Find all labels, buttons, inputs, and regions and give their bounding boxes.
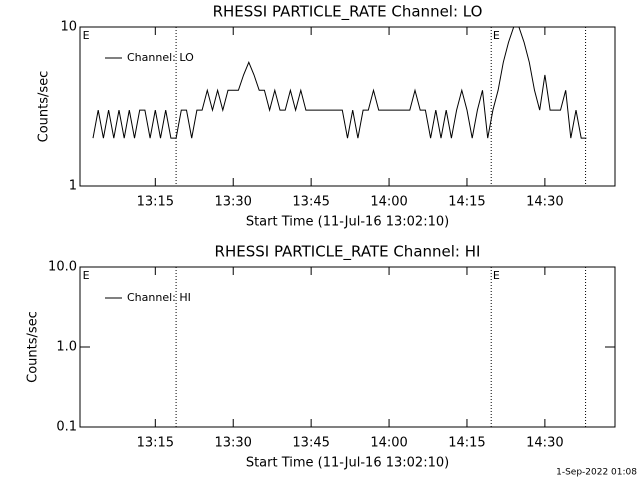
x-tick-label: 13:15 — [137, 195, 174, 210]
x-tick-label: 13:45 — [292, 195, 329, 210]
x-tick-label: 13:30 — [214, 195, 251, 210]
data-line — [92, 26, 587, 139]
x-tick-label: 14:15 — [448, 195, 485, 210]
x-axis-label: Start Time (11-Jul-16 13:02:10) — [246, 456, 449, 471]
x-tick-label: 14:00 — [370, 436, 407, 451]
annotation: E — [83, 269, 90, 282]
x-tick-label: 14:30 — [526, 195, 563, 210]
annotation: E — [493, 269, 500, 282]
x-tick-label: 14:15 — [448, 436, 485, 451]
annotation: E — [493, 29, 500, 42]
annotation: E — [83, 29, 90, 42]
x-tick-label: 13:15 — [137, 436, 174, 451]
x-tick-label: 14:00 — [370, 195, 407, 210]
x-tick-label: 13:30 — [214, 436, 251, 451]
x-tick-label: 14:30 — [526, 436, 563, 451]
chart-title: RHESSI PARTICLE_RATE Channel: LO — [213, 3, 483, 22]
plot-frame — [79, 26, 616, 187]
x-axis-label: Start Time (11-Jul-16 13:02:10) — [246, 215, 449, 230]
x-tick-label: 13:45 — [292, 436, 329, 451]
y-axis-label: Counts/sec — [26, 311, 41, 383]
y-tick-label: 10 — [60, 20, 77, 35]
legend-label: Channel: LO — [127, 51, 194, 64]
y-tick-label: 10.0 — [48, 260, 77, 275]
y-tick-label: 1.0 — [56, 340, 77, 355]
legend-label: Channel: HI — [127, 291, 191, 304]
y-tick-label: 0.1 — [56, 420, 77, 435]
y-tick-label: 1 — [69, 179, 77, 194]
chart-title: RHESSI PARTICLE_RATE Channel: HI — [215, 243, 481, 262]
y-axis-label: Counts/sec — [37, 71, 52, 143]
footer: 1-Sep-2022 01:08 — [556, 468, 637, 478]
